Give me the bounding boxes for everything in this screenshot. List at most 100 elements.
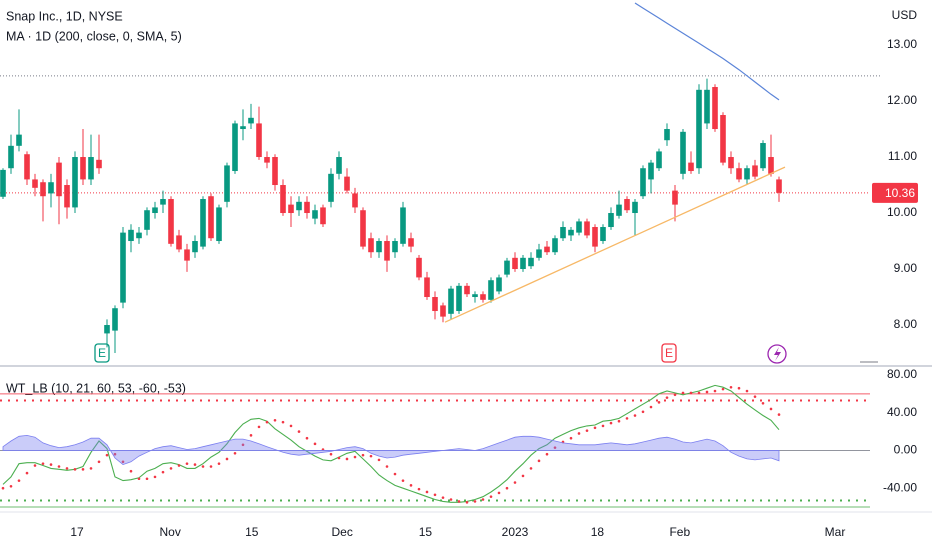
signal-dot [761,401,765,405]
x-tick-label: 18 [591,525,605,539]
x-tick-label: 17 [70,525,84,539]
trendline [444,166,786,323]
candle-body [440,305,446,317]
candle-body [392,241,398,253]
signal-dot [609,421,613,425]
candle-body [488,280,494,300]
signal-dot [33,464,37,467]
chart-title: Snap Inc., 1D, NYSE [6,9,123,23]
candle-body [576,221,582,233]
signal-dot [393,472,397,476]
candle-body [200,199,206,247]
candle-body [744,168,750,180]
signal-dot [425,490,429,494]
candle-body [720,115,726,163]
candle-body [592,227,598,247]
candle-body [632,201,638,214]
signal-dot [441,496,445,499]
candle-body [384,241,390,261]
candle-body [56,162,62,197]
y-tick-label: 10.00 [887,205,917,219]
signal-dot [641,410,645,414]
candle-body [272,157,278,186]
earnings-badge[interactable] [661,343,677,363]
signal-dot [681,391,685,395]
signal-dot [409,484,413,487]
candle-body [448,288,454,314]
candle-body [224,165,230,202]
candle-body [248,117,254,124]
signal-dot [353,455,357,459]
signal-dot [369,454,373,458]
candle-body [312,210,318,219]
candle-body [128,229,134,242]
signal-dot [665,396,669,399]
candle-body [304,201,310,214]
candle-body [280,185,286,214]
signal-dot [41,462,45,465]
signal-dot [497,491,501,495]
candle-body [192,241,198,253]
candle-body [48,182,54,194]
signal-dot [737,386,741,390]
signal-dot [673,393,677,397]
candle-body [536,249,542,258]
candle-body [64,185,70,208]
signal-dot [161,470,165,474]
candle-body [768,157,774,174]
signal-dot [649,405,653,409]
signal-dot [569,436,573,440]
x-tick-label: Dec [332,525,353,539]
last-price-tag [872,182,918,203]
signal-dot [49,463,53,466]
signal-dot [273,418,277,422]
signal-dot [225,457,229,461]
candle-body [464,285,470,295]
signal-dot [9,485,13,488]
y-tick-label: 0.00 [894,443,918,457]
signal-dot [281,420,285,424]
candle-body [360,210,366,247]
candle-body [528,257,534,267]
signal-dot [481,498,485,501]
last-price-label: 10.36 [885,186,915,200]
y-tick-label: 11.00 [888,149,917,163]
candle-body [544,246,550,253]
signal-dot [753,395,757,398]
signal-dot [153,475,157,479]
signal-dot [137,477,141,481]
candle-body [0,169,6,197]
candle-body [760,143,766,169]
signal-dot [529,467,533,470]
wave-line [2,384,780,503]
candle-body [88,157,94,180]
candle-body [416,257,422,278]
signal-dot [377,458,381,462]
x-tick-label: 2023 [502,525,529,539]
signal-dot [313,442,317,446]
signal-dot [337,456,341,460]
candle-body [624,199,630,211]
signal-dot [473,500,477,503]
signal-dot [105,453,109,457]
candle-body [112,308,118,331]
signal-dot [617,419,621,423]
signal-dot [537,459,541,463]
candle-body [232,123,238,172]
candle-body [672,190,678,205]
signal-dot [505,486,509,490]
candle-body [472,294,478,298]
signal-dot [521,474,525,478]
candle-body [152,207,158,214]
moving-average [634,2,780,101]
signal-dot [129,469,133,473]
candle-body [512,257,518,270]
signal-dot [729,385,733,389]
x-tick-label: Nov [160,525,181,539]
signal-dot [457,500,461,503]
candle-body [264,157,270,163]
earnings-badge[interactable] [94,343,110,363]
candle-body [240,126,246,130]
signal-dot [185,462,189,465]
candle-body [568,229,574,236]
